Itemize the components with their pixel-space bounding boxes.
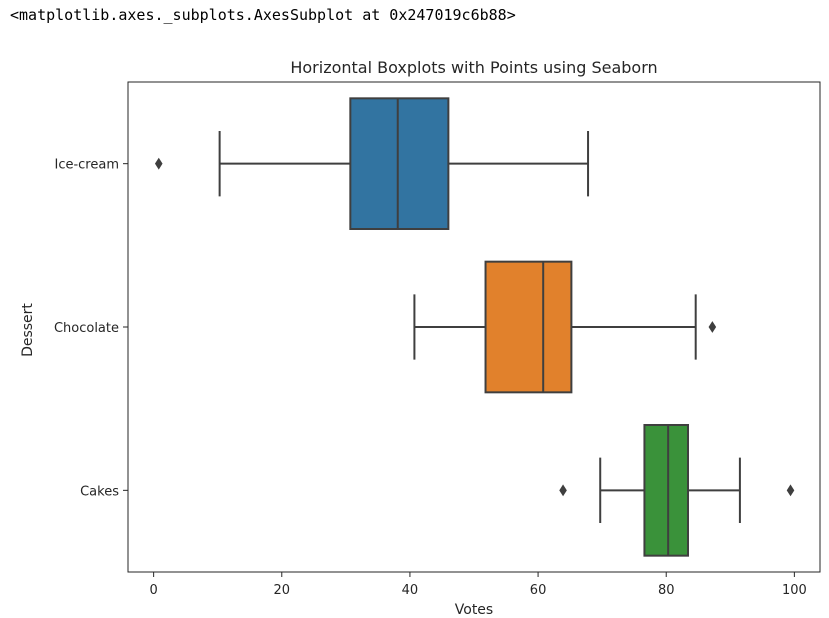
box-ice-cream: [349, 97, 450, 231]
x-tick-label: 100: [782, 583, 807, 598]
outlier-point: [154, 157, 163, 170]
x-tick-label: 20: [274, 583, 291, 598]
box-chocolate: [484, 260, 573, 394]
y-tick-label: Chocolate: [54, 321, 119, 336]
x-axis-label: Votes: [455, 602, 493, 618]
x-tick-label: 80: [658, 583, 675, 598]
x-tick-label: 0: [149, 583, 157, 598]
outlier-point: [708, 321, 717, 333]
x-tick-label: 40: [402, 583, 419, 598]
box-cakes: [643, 424, 690, 557]
cell-output-repr: <matplotlib.axes._subplots.AxesSubplot a…: [10, 6, 516, 24]
y-tick-label: Ice-cream: [54, 158, 119, 173]
y-axis-label: Dessert: [20, 303, 36, 357]
axes-frame: [127, 81, 821, 573]
chart-title: Horizontal Boxplots with Points using Se…: [290, 58, 657, 77]
outlier-point: [559, 484, 567, 497]
y-tick-label: Cakes: [80, 484, 119, 499]
x-tick-label: 60: [530, 583, 547, 598]
outlier-point: [786, 484, 795, 497]
